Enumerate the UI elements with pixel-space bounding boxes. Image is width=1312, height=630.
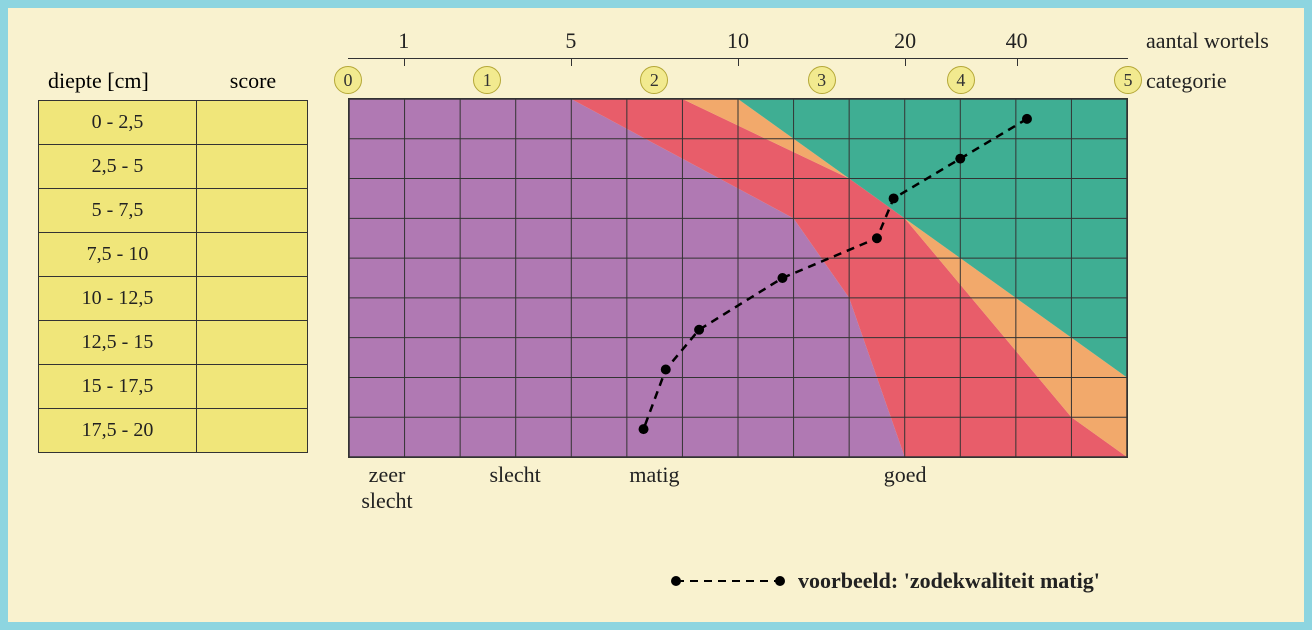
tick-mark [571,58,572,66]
example-marker [661,365,671,375]
category-circle: 2 [640,66,668,94]
depth-cell: 2,5 - 5 [39,145,197,189]
axis-label-aantal-wortels: aantal wortels [1146,28,1269,54]
score-cell [197,101,308,145]
category-circle: 0 [334,66,362,94]
tick-label: 5 [565,28,576,54]
right-column: aantal wortels categorie 15102040012345 … [348,28,1274,602]
depth-cell: 17,5 - 20 [39,409,197,453]
example-marker [1022,114,1032,124]
table-row: 15 - 17,5 [39,365,308,409]
category-circle: 4 [947,66,975,94]
category-circle: 5 [1114,66,1142,94]
tick-label: 10 [727,28,749,54]
bottom-quality-labels: zeer slecht slecht matig goed [348,458,1128,528]
score-cell [197,277,308,321]
example-marker [889,193,899,203]
score-cell [197,145,308,189]
tick-mark [738,58,739,66]
score-table: 0 - 2,52,5 - 55 - 7,57,5 - 1010 - 12,512… [38,100,308,453]
example-marker [872,233,882,243]
tick-label: 20 [894,28,916,54]
depth-cell: 15 - 17,5 [39,365,197,409]
score-cell [197,321,308,365]
category-circle: 3 [808,66,836,94]
header-depth: diepte [cm] [38,68,198,94]
depth-cell: 10 - 12,5 [39,277,197,321]
chart-area [348,98,1128,458]
depth-cell: 5 - 7,5 [39,189,197,233]
score-cell [197,409,308,453]
depth-cell: 0 - 2,5 [39,101,197,145]
score-cell [197,233,308,277]
quality-label: goed [884,462,927,488]
table-row: 2,5 - 5 [39,145,308,189]
legend: voorbeeld: 'zodekwaliteit matig' [668,568,1100,594]
quality-label: slecht [489,462,540,488]
tick-mark [404,58,405,66]
tick-label: 40 [1006,28,1028,54]
depth-cell: 12,5 - 15 [39,321,197,365]
score-cell [197,189,308,233]
tick-label: 1 [398,28,409,54]
chart-svg [349,99,1127,457]
quality-label: matig [629,462,679,488]
example-marker [639,424,649,434]
table-row: 12,5 - 15 [39,321,308,365]
axis-label-categorie: categorie [1146,68,1227,94]
table-row: 5 - 7,5 [39,189,308,233]
table-headers: diepte [cm] score [38,68,308,94]
table-row: 7,5 - 10 [39,233,308,277]
category-circle: 1 [473,66,501,94]
depth-cell: 7,5 - 10 [39,233,197,277]
legend-line-icon [668,571,788,591]
table-row: 10 - 12,5 [39,277,308,321]
diagram-frame: diepte [cm] score 0 - 2,52,5 - 55 - 7,57… [0,0,1312,630]
content-row: diepte [cm] score 0 - 2,52,5 - 55 - 7,57… [38,28,1274,602]
example-marker [694,325,704,335]
legend-text: voorbeeld: 'zodekwaliteit matig' [798,568,1100,594]
example-marker [955,154,965,164]
quality-label: zeer slecht [361,462,412,515]
header-score: score [198,68,308,94]
example-marker [777,273,787,283]
top-axis: aantal wortels categorie 15102040012345 [348,28,1128,98]
tick-mark [1017,58,1018,66]
score-cell [197,365,308,409]
left-column: diepte [cm] score 0 - 2,52,5 - 55 - 7,57… [38,28,308,602]
table-row: 0 - 2,5 [39,101,308,145]
table-row: 17,5 - 20 [39,409,308,453]
tick-mark [905,58,906,66]
